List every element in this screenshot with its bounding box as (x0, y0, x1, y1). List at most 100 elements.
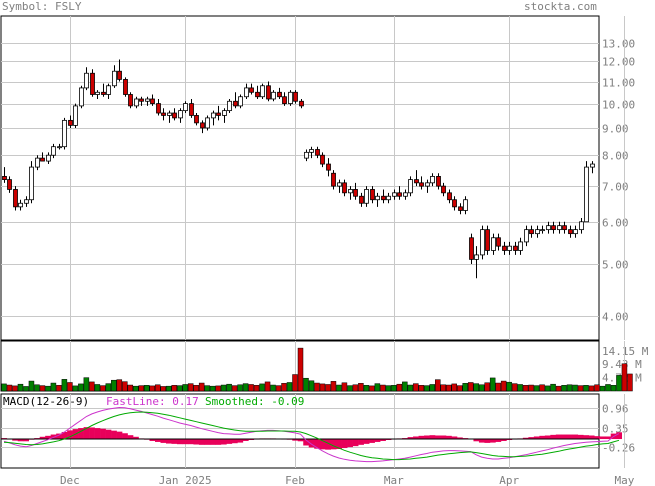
candle-body (299, 100, 304, 107)
price-tick-label: 6.00 (602, 217, 629, 230)
volume-bar (154, 384, 161, 392)
candle-body (68, 119, 73, 126)
volume-bar (220, 384, 227, 392)
macd-histogram-bar (374, 439, 381, 442)
volume-bar (446, 384, 452, 392)
candle-body (189, 103, 194, 116)
macd-histogram-bar (473, 439, 480, 442)
candle-body (205, 117, 210, 129)
macd-histogram-bar (100, 428, 106, 440)
candle-body (194, 115, 199, 124)
candle-body (359, 195, 364, 204)
candle-body (331, 172, 336, 187)
volume-bar (61, 379, 68, 392)
candle-body (40, 157, 45, 162)
macd-histogram-bar (122, 433, 128, 440)
candle-body (573, 229, 578, 235)
volume-bar (594, 384, 600, 392)
candle-body (150, 98, 155, 104)
macd-histogram-bar (358, 439, 364, 445)
candle-body (101, 91, 106, 95)
x-tick-label: May (615, 474, 635, 486)
candle-body (117, 70, 122, 80)
volume-bar (456, 385, 463, 392)
macd-histogram-bar (39, 436, 46, 440)
volume-bar (182, 384, 188, 392)
candle-body (584, 166, 589, 223)
macd-histogram-bar (198, 439, 205, 445)
volume-bar (34, 384, 40, 392)
macd-histogram-bar (314, 439, 321, 449)
macd-histogram-bar (78, 428, 84, 440)
candle-body (7, 179, 12, 190)
candle-body (364, 189, 369, 204)
volume-bar (522, 385, 529, 392)
volume-bar (209, 385, 216, 392)
volume-bar (467, 382, 474, 392)
macd-tick-label: 0.96 (602, 403, 629, 416)
volume-bar (116, 379, 123, 392)
volume-bar (610, 385, 617, 392)
macd-histogram-bar (484, 439, 491, 443)
candle-body (320, 154, 325, 165)
volume-bar (363, 385, 370, 392)
volume-bar (6, 384, 13, 392)
candle-body (222, 110, 227, 116)
candle-body (419, 182, 424, 187)
volume-bar (511, 383, 518, 392)
macd-histogram-bar (204, 439, 211, 445)
macd-histogram-bar (572, 434, 579, 440)
volume-bar (566, 384, 573, 392)
volume-bar (165, 385, 172, 392)
volume-bar (539, 384, 545, 392)
macd-histogram-bar (330, 439, 337, 450)
macd-tick-label: -0.26 (602, 442, 635, 455)
candle-body (238, 96, 243, 107)
macd-histogram-bar (522, 437, 529, 440)
macd-histogram-bar (424, 435, 430, 440)
volume-bar (314, 382, 320, 392)
candle-body (403, 192, 408, 197)
price-tick-label: 12.00 (602, 56, 635, 69)
macd-histogram-bar (292, 439, 299, 441)
macd-histogram-bar (435, 435, 441, 440)
candle-body (51, 146, 56, 156)
candle-body (167, 112, 172, 116)
candle-body (425, 182, 430, 187)
volume-bar (336, 384, 342, 392)
volume-bar (176, 385, 183, 392)
candle-body (414, 179, 419, 184)
volume-bar (303, 377, 309, 392)
macd-histogram-bar (616, 432, 623, 440)
volume-bar (374, 383, 381, 392)
volume-bar (605, 384, 611, 392)
volume-bar (528, 384, 534, 392)
macd-frame (0, 393, 600, 469)
macd-histogram-bar (160, 439, 167, 443)
x-tick-label: Jan 2025 (159, 474, 212, 486)
macd-histogram-bar (341, 439, 348, 449)
volume-bar (275, 385, 282, 392)
macd-histogram-bar (237, 439, 244, 443)
macd-histogram-bar (528, 437, 535, 440)
volume-bar (133, 385, 139, 392)
volume-bar (616, 375, 622, 392)
volume-bar (45, 385, 51, 392)
price-tick-label: 13.00 (602, 38, 635, 51)
volume-bar (12, 385, 18, 392)
price-panel: 13.00 12.00 11.00 10.00 9.00 8.00 7.00 6.00 5.00… (0, 15, 635, 341)
candle-body (474, 254, 479, 260)
candle-body (79, 87, 84, 107)
volume-bar (198, 382, 205, 392)
candle-body (216, 112, 221, 116)
macd-histogram-bar (165, 439, 172, 444)
volume-bar (270, 384, 276, 392)
candle-body (73, 105, 78, 126)
candle-body (90, 72, 95, 95)
volume-bar (500, 380, 507, 392)
macd-histogram-bar (45, 435, 51, 440)
candle-body (211, 112, 216, 119)
volume-bar (23, 386, 29, 392)
candle-body (266, 85, 271, 100)
candle-body (430, 176, 435, 184)
